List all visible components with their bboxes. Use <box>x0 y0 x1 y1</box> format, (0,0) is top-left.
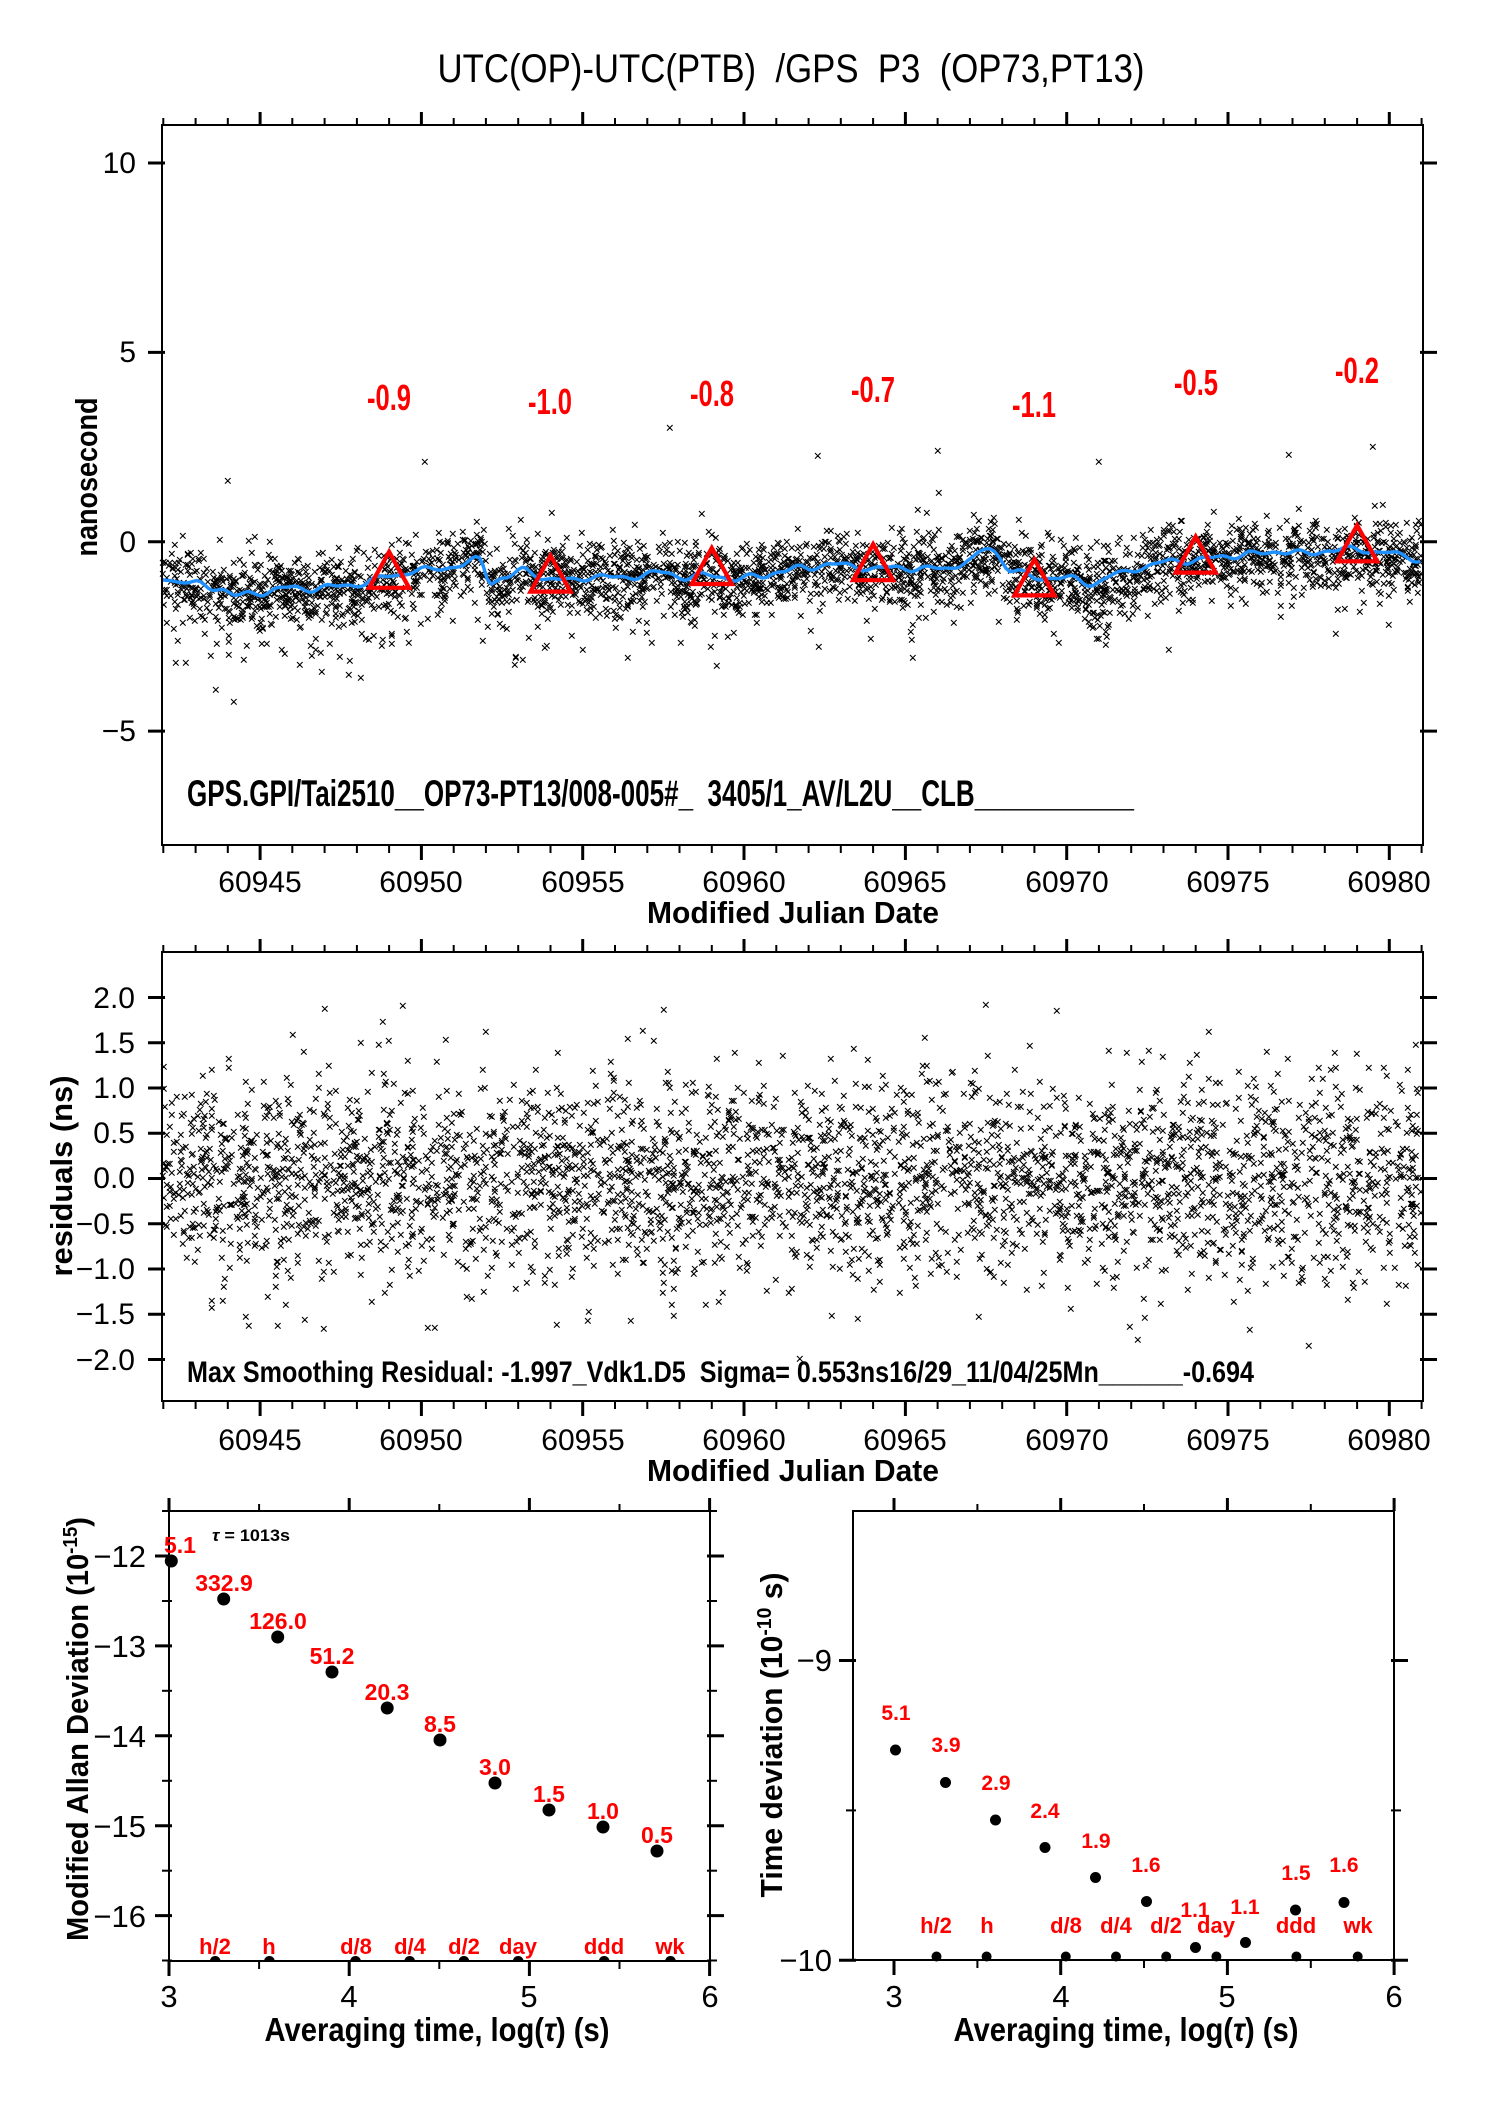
svg-text:332.9: 332.9 <box>195 1570 253 1596</box>
svg-text:0.5: 0.5 <box>641 1822 673 1848</box>
svg-text:5: 5 <box>520 1979 537 2014</box>
svg-text:60980: 60980 <box>1347 866 1430 899</box>
svg-text:−1.0: −1.0 <box>76 1253 135 1286</box>
svg-text:0: 0 <box>119 526 136 559</box>
svg-text:Averaging time, log(τ) (s): Averaging time, log(τ) (s) <box>954 2011 1299 2048</box>
svg-text:126.0: 126.0 <box>249 1608 307 1634</box>
svg-text:5.1: 5.1 <box>881 1702 911 1725</box>
svg-text:Modified Julian Date: Modified Julian Date <box>647 895 939 930</box>
svg-text:−1.5: −1.5 <box>76 1298 135 1331</box>
svg-text:3: 3 <box>160 1979 177 2014</box>
svg-text:60970: 60970 <box>1025 866 1108 899</box>
svg-text:5: 5 <box>1218 1979 1235 2014</box>
svg-text:−5: −5 <box>102 715 136 748</box>
svg-text:60980: 60980 <box>1347 1424 1430 1457</box>
svg-text:1.5: 1.5 <box>93 1027 135 1060</box>
svg-text:−14: −14 <box>93 1719 146 1754</box>
svg-text:−10: −10 <box>779 1943 832 1978</box>
svg-text:1.6: 1.6 <box>1131 1854 1160 1877</box>
svg-text:−9: −9 <box>797 1643 832 1678</box>
svg-text:h: h <box>262 1934 275 1959</box>
svg-text:residuals (ns): residuals (ns) <box>44 1076 79 1277</box>
svg-text:5.1: 5.1 <box>164 1532 196 1558</box>
svg-text:h: h <box>980 1913 993 1938</box>
svg-text:−0.5: −0.5 <box>76 1208 135 1241</box>
svg-text:−13: −13 <box>93 1629 146 1664</box>
svg-text:wk: wk <box>1342 1913 1373 1938</box>
svg-text:h/2: h/2 <box>920 1913 952 1938</box>
svg-text:GPS.GPI/Tai2510__OP73-PT13/008: GPS.GPI/Tai2510__OP73-PT13/008-005#_ 340… <box>187 773 1134 814</box>
svg-text:−16: −16 <box>93 1899 146 1934</box>
svg-text:1.0: 1.0 <box>587 1798 619 1824</box>
svg-text:ddd: ddd <box>1276 1913 1316 1938</box>
svg-text:3.0: 3.0 <box>479 1754 511 1780</box>
svg-text:10: 10 <box>103 147 136 180</box>
svg-text:d/8: d/8 <box>340 1934 372 1959</box>
svg-text:−2.0: −2.0 <box>76 1344 135 1377</box>
svg-text:d/8: d/8 <box>1050 1913 1082 1938</box>
svg-text:3: 3 <box>885 1979 902 2014</box>
svg-text:5: 5 <box>119 336 136 369</box>
svg-text:8.5: 8.5 <box>424 1711 456 1737</box>
svg-text:60945: 60945 <box>218 1424 301 1457</box>
svg-text:-0.2: -0.2 <box>1335 350 1379 391</box>
svg-text:d/2: d/2 <box>1150 1913 1182 1938</box>
svg-text:1.0: 1.0 <box>93 1072 135 1105</box>
svg-text:6: 6 <box>1385 1979 1402 2014</box>
svg-text:-1.1: -1.1 <box>1012 384 1056 425</box>
svg-text:3.9: 3.9 <box>931 1734 960 1757</box>
svg-text:60975: 60975 <box>1186 866 1269 899</box>
svg-text:51.2: 51.2 <box>310 1643 355 1669</box>
svg-text:60960: 60960 <box>702 866 785 899</box>
svg-text:2.4: 2.4 <box>1030 1800 1060 1823</box>
svg-text:-0.5: -0.5 <box>1174 362 1218 403</box>
svg-text:−12: −12 <box>93 1539 146 1574</box>
svg-text:day: day <box>499 1934 538 1959</box>
svg-text:1.1: 1.1 <box>1230 1896 1260 1919</box>
svg-text:60955: 60955 <box>541 1424 624 1457</box>
svg-text:60965: 60965 <box>863 1424 946 1457</box>
svg-text:1.1: 1.1 <box>1180 1899 1210 1922</box>
svg-text:nanosecond: nanosecond <box>69 398 104 557</box>
svg-text:1.9: 1.9 <box>1081 1830 1110 1853</box>
svg-text:4: 4 <box>340 1979 357 2014</box>
svg-text:day: day <box>1197 1913 1236 1938</box>
svg-text:d/4: d/4 <box>1100 1913 1133 1938</box>
svg-text:UTC(OP)-UTC(PTB) /GPS P3 (O: UTC(OP)-UTC(PTB) /GPS P3 (OP73,PT13) <box>438 47 1145 91</box>
svg-text:20.3: 20.3 <box>365 1679 410 1705</box>
svg-text:-0.8: -0.8 <box>690 373 734 414</box>
svg-text:1.6: 1.6 <box>1329 1854 1358 1877</box>
svg-text:60955: 60955 <box>541 866 624 899</box>
svg-text:4: 4 <box>1052 1979 1069 2014</box>
svg-text:1.5: 1.5 <box>533 1781 565 1807</box>
svg-text:2.9: 2.9 <box>981 1772 1010 1795</box>
svg-text:wk: wk <box>654 1934 685 1959</box>
svg-text:d/2: d/2 <box>448 1934 480 1959</box>
svg-text:h/2: h/2 <box>199 1934 231 1959</box>
svg-text:60975: 60975 <box>1186 1424 1269 1457</box>
svg-text:-1.0: -1.0 <box>528 381 572 422</box>
svg-text:60970: 60970 <box>1025 1424 1108 1457</box>
svg-text:-0.7: -0.7 <box>851 369 895 410</box>
svg-text:60960: 60960 <box>702 1424 785 1457</box>
svg-text:-0.9: -0.9 <box>367 377 411 418</box>
svg-text:2.0: 2.0 <box>93 982 135 1015</box>
svg-text:Modified Julian Date: Modified Julian Date <box>647 1453 939 1488</box>
svg-text:ddd: ddd <box>584 1934 624 1959</box>
svg-text:τ = 1013s: τ = 1013s <box>212 1526 290 1545</box>
svg-text:Max Smoothing Residual: -1.997: Max Smoothing Residual: -1.997_Vdk1.D5 S… <box>187 1356 1254 1389</box>
svg-text:Modified Allan Deviation (10-1: Modified Allan Deviation (10-15) <box>60 1517 95 1941</box>
svg-text:Averaging time, log(τ) (s): Averaging time, log(τ) (s) <box>265 2011 610 2048</box>
svg-text:0.0: 0.0 <box>93 1162 135 1195</box>
svg-text:−15: −15 <box>93 1809 146 1844</box>
svg-text:d/4: d/4 <box>394 1934 427 1959</box>
svg-text:60945: 60945 <box>218 866 301 899</box>
svg-text:1.5: 1.5 <box>1281 1862 1311 1885</box>
svg-text:6: 6 <box>701 1979 718 2014</box>
svg-text:60950: 60950 <box>379 1424 462 1457</box>
svg-text:60950: 60950 <box>379 866 462 899</box>
svg-text:0.5: 0.5 <box>93 1117 135 1150</box>
svg-text:60965: 60965 <box>863 866 946 899</box>
